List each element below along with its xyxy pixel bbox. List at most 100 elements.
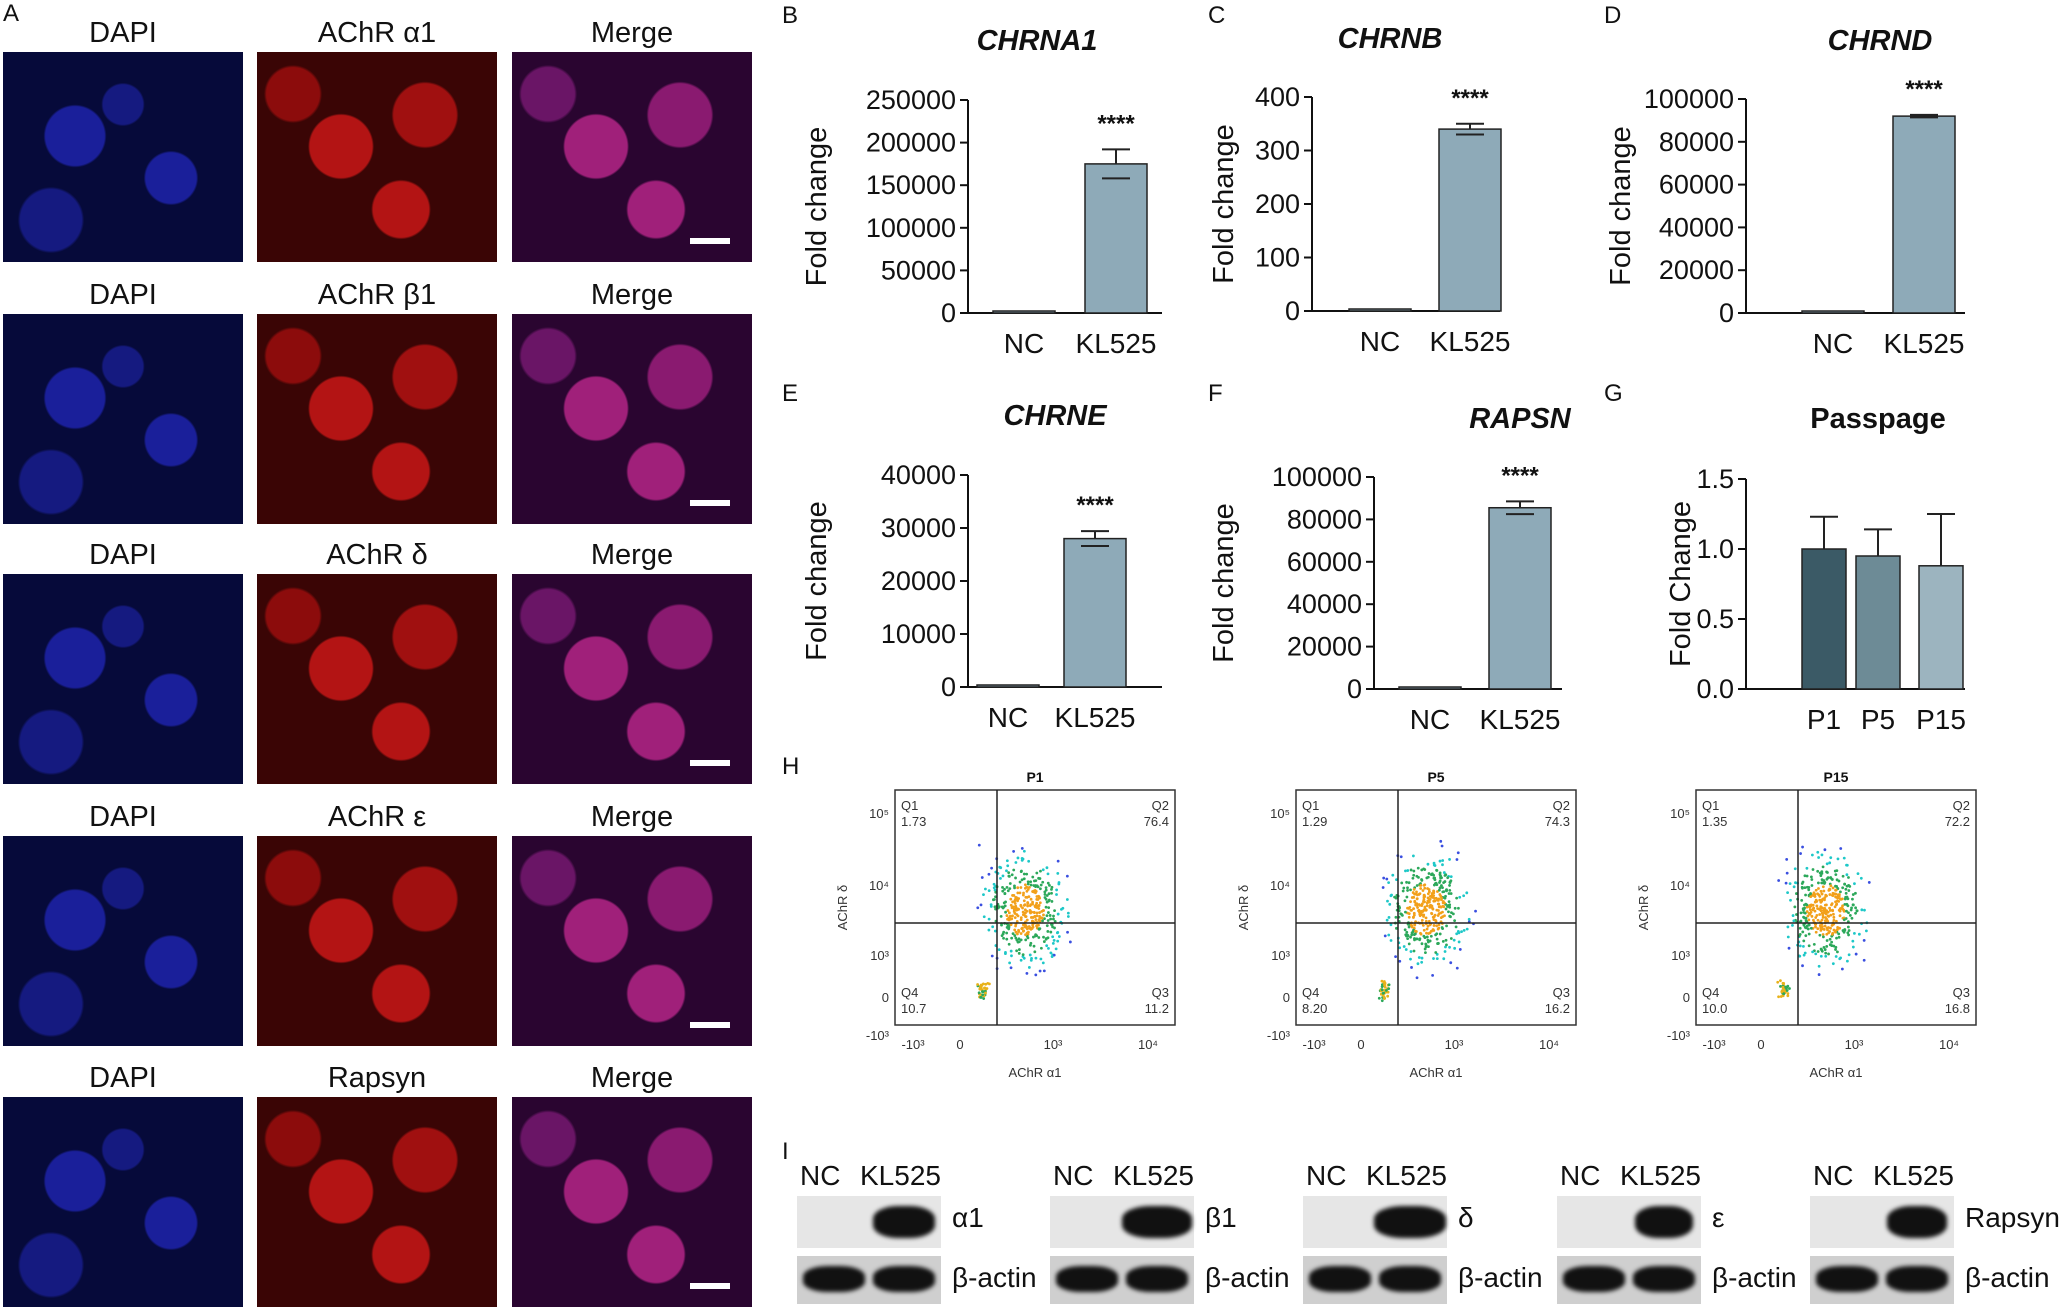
flow-event	[1052, 917, 1055, 921]
flow-event	[1422, 908, 1426, 912]
flow-event	[1442, 871, 1446, 874]
flow-event	[1004, 900, 1007, 904]
y-tick-label: 200	[1255, 189, 1300, 219]
flow-event	[979, 995, 982, 999]
flow-event	[1029, 943, 1032, 947]
flow-event	[1799, 911, 1803, 915]
flow-event	[1838, 957, 1842, 961]
y-axis-label: Fold change	[801, 501, 833, 661]
flow-event	[1427, 919, 1431, 923]
flow-event	[1453, 906, 1457, 910]
flow-event	[1808, 908, 1812, 911]
flow-event	[1847, 911, 1850, 915]
flow-event	[1407, 942, 1411, 946]
flow-event	[1809, 904, 1813, 908]
flow-event	[1385, 877, 1389, 881]
flow-event	[1409, 950, 1413, 953]
flow-event	[1795, 892, 1798, 895]
flow-event	[1411, 930, 1415, 934]
quadrant-q4-value: 10.7	[901, 1001, 926, 1016]
flow-event	[1409, 935, 1412, 939]
x-tick-label: P5	[1861, 704, 1895, 735]
flow-event	[1434, 881, 1438, 885]
flow-event	[1789, 898, 1792, 902]
flow-event	[1400, 881, 1404, 885]
flow-event	[1785, 871, 1789, 875]
flow-event	[1041, 961, 1045, 965]
y-tick-label: 0	[1719, 298, 1734, 328]
flow-event	[1057, 935, 1061, 938]
flow-event	[1847, 889, 1851, 892]
flow-event	[1387, 916, 1391, 919]
flow-event	[1047, 947, 1050, 950]
flow-event	[1054, 947, 1058, 951]
bar	[1348, 308, 1412, 312]
quadrant-q4-value: 8.20	[1302, 1001, 1327, 1016]
micrograph-dapi	[3, 52, 243, 262]
flow-event	[999, 914, 1003, 918]
scale-bar	[690, 760, 730, 766]
y-tick-label: 20000	[1659, 255, 1734, 285]
flow-event	[1031, 875, 1035, 879]
flow-event	[1409, 957, 1412, 961]
y-tick-label: 0	[1347, 674, 1362, 704]
target-label: ε	[1712, 1202, 1725, 1233]
flow-event	[1457, 906, 1460, 910]
flow-event	[1844, 887, 1848, 891]
flow-event	[1448, 888, 1452, 892]
flow-event	[1435, 924, 1439, 928]
flow-event	[1848, 914, 1852, 917]
flow-event	[1046, 936, 1050, 940]
x-tick-label: NC	[988, 702, 1028, 733]
flow-event	[1008, 882, 1012, 885]
flow-event	[1404, 948, 1408, 951]
flow-event	[1841, 886, 1845, 890]
flow-event	[990, 954, 994, 958]
flow-event	[1003, 887, 1006, 891]
flow-event	[1834, 888, 1838, 892]
image-title: Merge	[590, 539, 674, 571]
flow-event	[1812, 891, 1816, 895]
flow-event	[1068, 940, 1072, 944]
flow-event	[1011, 914, 1014, 918]
y-tick-label: 200000	[866, 128, 956, 158]
flow-event	[977, 843, 981, 847]
y-tick-label: 20000	[881, 566, 956, 596]
flow-event	[1009, 949, 1013, 953]
flow-event	[1422, 934, 1426, 938]
flow-event	[1432, 861, 1436, 865]
flow-event	[1039, 946, 1043, 950]
flow-event	[1862, 938, 1866, 942]
flow-event	[1048, 914, 1052, 917]
flow-event	[1814, 952, 1818, 956]
flow-event	[1462, 894, 1466, 898]
flow-event	[1800, 898, 1804, 902]
flow-event	[1438, 859, 1442, 863]
flow-event	[1802, 953, 1806, 957]
flow-event	[1439, 839, 1443, 843]
flow-event	[1002, 936, 1005, 940]
flow-event	[1043, 896, 1047, 899]
flow-event	[1013, 884, 1016, 888]
flow-event	[1047, 892, 1051, 896]
flow-event	[1448, 905, 1452, 909]
quadrant-q2: Q2	[1553, 798, 1570, 813]
flow-event	[1859, 876, 1863, 880]
flow-event	[1831, 894, 1835, 897]
flow-event	[1786, 994, 1790, 998]
flow-event	[1013, 898, 1017, 902]
flow-event	[1436, 914, 1440, 917]
flow-event	[1423, 905, 1427, 909]
flow-event	[1021, 893, 1025, 897]
flow-event	[1412, 907, 1416, 911]
flow-event	[1833, 869, 1837, 873]
x-tick-label: NC	[1360, 326, 1400, 357]
flow-event	[1023, 911, 1027, 915]
flow-event	[1395, 926, 1398, 930]
flow-event	[1798, 926, 1802, 930]
scale-bar	[690, 1283, 730, 1289]
flow-event	[1458, 895, 1462, 899]
flow-event	[1836, 893, 1840, 897]
flow-event	[1418, 937, 1422, 941]
